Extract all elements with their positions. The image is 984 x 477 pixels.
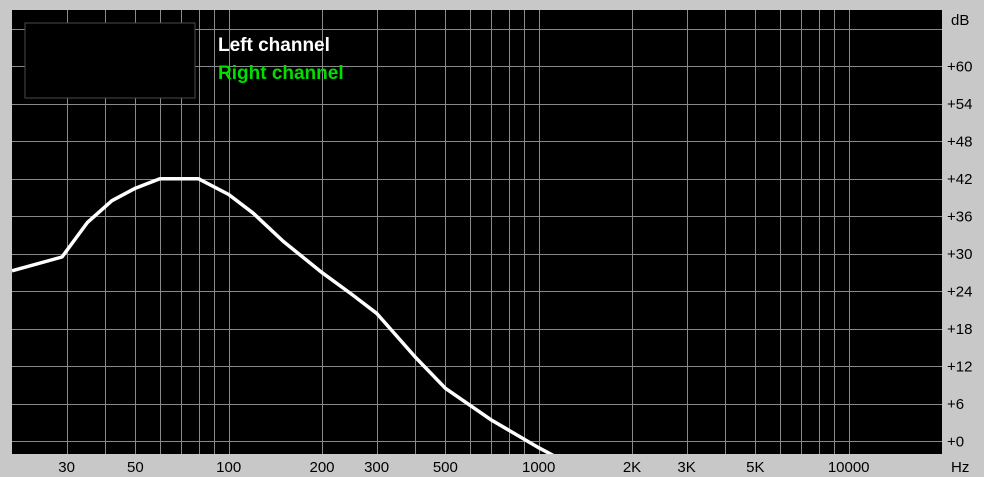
x-tick-label: 300 (364, 459, 389, 476)
x-tick-label: 5K (746, 459, 764, 476)
y-tick-label: +30 (947, 246, 972, 263)
y-tick-label: +42 (947, 171, 972, 188)
legend-right-channel: Right channel (218, 63, 344, 84)
legend-box (24, 22, 196, 99)
y-tick-label: +54 (947, 96, 972, 113)
x-tick-label: 500 (433, 459, 458, 476)
x-tick-label: 200 (309, 459, 334, 476)
y-tick-label: +48 (947, 133, 972, 150)
x-tick-label: 2K (623, 459, 641, 476)
x-tick-labels: 30 50 100 200 300 500 1000 2K 3K 5K 10000 (58, 459, 869, 476)
x-tick-label: 100 (216, 459, 241, 476)
y-tick-label: +12 (947, 358, 972, 375)
series-line-left-channel (12, 177, 555, 454)
x-tick-label: 3K (677, 459, 695, 476)
legend: Left channel Right channel (24, 22, 344, 99)
x-tick-label: 1000 (522, 459, 555, 476)
y-tick-label: +6 (947, 396, 964, 413)
y-tick-label: +18 (947, 321, 972, 338)
legend-left-channel: Left channel (218, 35, 330, 56)
y-tick-label: +0 (947, 433, 964, 450)
y-tick-label: +60 (947, 58, 972, 75)
x-tick-label: 30 (58, 459, 75, 476)
x-tick-label: 10000 (828, 459, 870, 476)
minor-gridlines (67, 10, 850, 454)
y-tick-label: +36 (947, 208, 972, 225)
series-layer (12, 177, 555, 454)
x-tick-label: 50 (127, 459, 144, 476)
y-tick-labels: +60 +54 +48 +42 +36 +30 +24 +18 +12 +6 +0 (947, 58, 972, 450)
y-unit-label: dB (951, 12, 969, 29)
x-unit-label: Hz (951, 459, 969, 476)
y-tick-label: +24 (947, 283, 972, 300)
